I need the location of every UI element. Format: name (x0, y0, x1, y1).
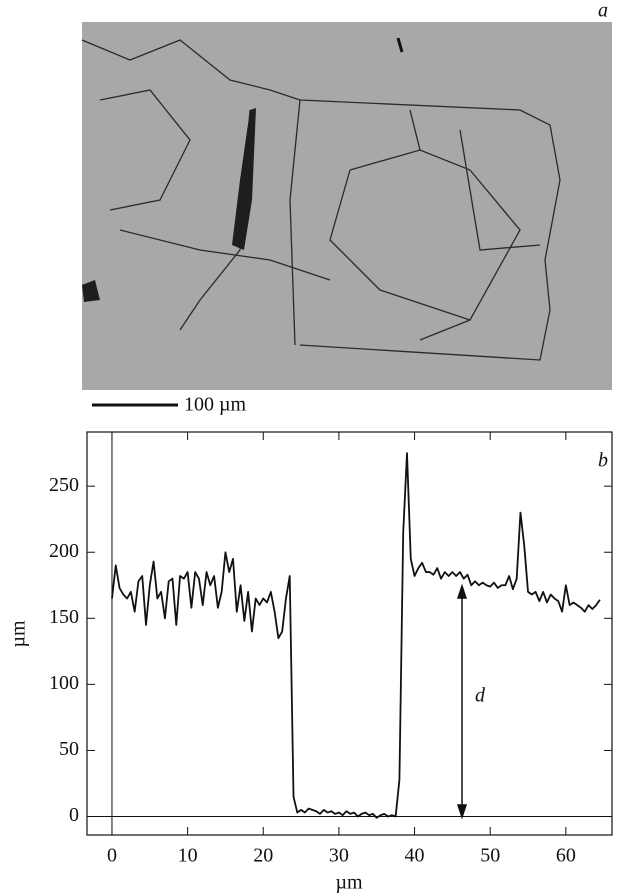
y-tick-label: 50 (59, 738, 79, 760)
scale-bar-label: 100 µm (184, 394, 247, 416)
x-tick-label: 40 (405, 845, 425, 867)
d-arrow (456, 583, 468, 820)
y-tick-label: 0 (69, 804, 79, 826)
x-tick-label: 30 (329, 845, 349, 867)
x-axis-label: µm (335, 872, 363, 894)
x-tick-label: 50 (480, 845, 500, 867)
x-tick-label: 20 (253, 845, 273, 867)
y-tick-label: 250 (49, 474, 79, 496)
data-line (111, 452, 601, 819)
y-tick-label: 100 (49, 672, 79, 694)
y-tick-label: 200 (49, 540, 79, 562)
x-tick-label: 10 (178, 845, 198, 867)
panel-label: b (598, 450, 608, 472)
y-axis-label: µm (8, 620, 30, 648)
x-tick-label: 0 (107, 845, 117, 867)
y-tick-label: 150 (49, 606, 79, 628)
panel-label: a (598, 0, 608, 22)
micrograph: a 100 µm (81, 0, 612, 416)
annotation: d (475, 685, 486, 707)
plot-frame (86, 431, 613, 836)
x-tick-label: 60 (556, 845, 576, 867)
